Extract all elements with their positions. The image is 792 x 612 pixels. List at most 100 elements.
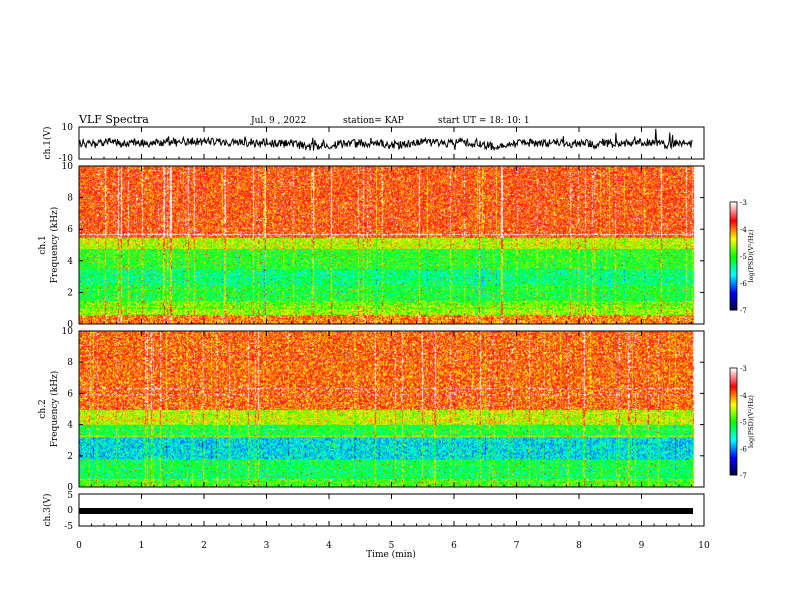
ch1-colorbar-cell — [730, 248, 737, 252]
ch1-colorbar-cell — [730, 238, 737, 241]
ch2-colorbar-cell — [730, 444, 737, 447]
ch1-colorbar-tick--4: -4 — [740, 226, 747, 234]
ch2-colorbar-cell — [730, 448, 737, 451]
ch2-colorbar-cell — [730, 455, 737, 458]
ch1-spec-ylabel-channel: ch.1 — [38, 235, 48, 254]
ch1-ytick-top: 10 — [62, 123, 74, 133]
ch1-colorbar-cell — [730, 292, 737, 295]
ch1-colorbar-cell — [730, 259, 737, 262]
ch2-spec-ytick-6: 6 — [67, 389, 73, 399]
ch1-colorbar-cell — [730, 218, 737, 221]
ch2-spec-ytick-8: 8 — [67, 358, 73, 368]
ch1-colorbar-cell — [730, 252, 737, 255]
ch2-colorbar-cell — [730, 435, 737, 439]
ch1-colorbar-cell — [730, 247, 737, 250]
ch1-spec-ytick-8: 8 — [67, 194, 73, 204]
ch1-colorbar-cell — [730, 207, 737, 210]
ch1-colorbar-cell — [730, 306, 737, 309]
figure-title: VLF Spectra — [78, 113, 149, 126]
ch1-colorbar-cell — [730, 268, 737, 271]
ch2-colorbar-cell — [730, 396, 737, 399]
ch1-colorbar-cell — [730, 270, 737, 273]
ch1-colorbar-cell — [730, 214, 737, 217]
ch2-colorbar-cell — [730, 433, 737, 437]
ch2-colorbar-cell — [730, 387, 737, 390]
ch2-colorbar-cell — [730, 419, 737, 422]
ch2-colorbar-cell — [730, 384, 737, 387]
ch1-ylabel: ch.1(V) — [42, 127, 53, 160]
ch2-colorbar-cell — [730, 376, 737, 380]
ch1-colorbar-tick--5: -5 — [740, 253, 747, 261]
ch2-colorbar-cell — [730, 398, 737, 401]
ch1-colorbar-cell — [730, 234, 737, 237]
ch2-colorbar-cell — [730, 414, 737, 417]
ch2-colorbar-frame — [729, 367, 738, 476]
ch2-colorbar-cell — [730, 426, 737, 430]
ch1-colorbar-cell — [730, 254, 737, 257]
ch1-colorbar-cell — [730, 257, 737, 261]
ch2-colorbar-cell — [730, 375, 737, 378]
ch3-ytick-mid: 0 — [67, 506, 73, 516]
ch1-spec-ytick-10: 10 — [62, 162, 74, 172]
ch2-colorbar-cell — [730, 405, 737, 408]
ch1-colorbar-tick--7: -7 — [740, 307, 747, 315]
ch1-colorbar-cell — [730, 272, 737, 275]
ch1-spec-ytick-2: 2 — [67, 288, 73, 298]
ch3-ylabel: ch.3(V) — [42, 494, 53, 527]
ch2-colorbar-cell — [730, 371, 737, 374]
ch1-colorbar-cell — [730, 236, 737, 239]
x-tick-label-1: 1 — [139, 541, 145, 551]
ch2-colorbar-cell — [730, 380, 737, 383]
x-axis-label: Time (min) — [366, 549, 416, 560]
ch2-colorbar-cell — [730, 382, 737, 385]
ch2-colorbar-cell — [730, 403, 737, 406]
ch2-colorbar-cell — [730, 368, 737, 371]
ch1-colorbar-cell — [730, 284, 737, 288]
x-tick-label-0: 0 — [76, 541, 82, 551]
ch1-colorbar-cell — [730, 232, 737, 235]
ch2-colorbar-cell — [730, 473, 737, 476]
ch2-spec-ytick-0: 0 — [67, 483, 73, 493]
ch2-colorbar-cell — [730, 391, 737, 394]
ch2-colorbar-cell — [730, 417, 737, 421]
ch2-colorbar: -3 -4 -5 -6 -7 log(PSD)(V²/Hz) — [729, 365, 755, 480]
ch1-colorbar-cell — [730, 274, 737, 277]
ch1-colorbar-cell — [730, 277, 737, 280]
ch1-colorbar-cell — [730, 301, 737, 304]
ch1-spec-ytick-6: 6 — [67, 225, 73, 235]
ch1-ytick-bottom: -10 — [59, 154, 74, 164]
ch1-colorbar-cell — [730, 220, 737, 223]
ch1-colorbar-cell — [730, 302, 737, 306]
ch1-colorbar-cell — [730, 275, 737, 279]
ch1-colorbar-cell — [730, 216, 737, 219]
ch1-colorbar-cell — [730, 286, 737, 289]
ch2-colorbar-cell — [730, 400, 737, 403]
ch2-colorbar-tick--3: -3 — [740, 365, 747, 373]
ch1-spectrogram-panel: ch.1 Frequency (kHz) 0 2 4 6 8 10 — [38, 162, 705, 330]
ch1-colorbar-label: log(PSD)(V²/Hz) — [747, 229, 755, 282]
ch2-colorbar-cell — [730, 373, 737, 376]
x-tick-label-4: 4 — [326, 541, 332, 551]
ch1-colorbar-cell — [730, 212, 737, 216]
ch1-colorbar-cell — [730, 304, 737, 307]
ch2-colorbar-cell — [730, 457, 737, 460]
ch1-colorbar-cell — [730, 203, 737, 207]
ch1-colorbar-cell — [730, 227, 737, 230]
ch1-colorbar-frame — [729, 201, 738, 311]
ch1-colorbar-cell — [730, 288, 737, 291]
x-tick-label-5: 5 — [389, 541, 395, 551]
ch2-colorbar-cell — [730, 450, 737, 453]
ch1-spec-ytick-4: 4 — [67, 257, 73, 267]
ch3-waveform-trace — [79, 508, 693, 514]
ch2-colorbar-label: log(PSD)(V²/Hz) — [747, 395, 755, 448]
ch1-colorbar-cell — [730, 299, 737, 302]
ch1-colorbar-cell — [730, 229, 737, 232]
ch2-colorbar-cell — [730, 446, 737, 449]
ch2-colorbar-cell — [730, 394, 737, 398]
x-tick-label-10: 10 — [698, 541, 710, 551]
ch2-colorbar-cell — [730, 425, 737, 428]
ch2-spectrogram-image — [79, 331, 704, 487]
ch2-spec-ylabel-channel: ch.2 — [38, 399, 48, 418]
ch3-ytick-top: 5 — [67, 491, 73, 501]
